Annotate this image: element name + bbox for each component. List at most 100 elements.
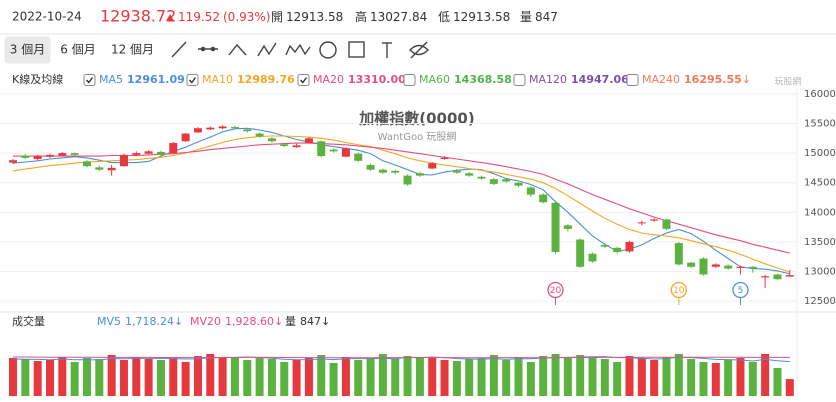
volume-bar (674, 354, 683, 396)
legend-checkbox[interactable] (403, 74, 416, 86)
candle-body (156, 151, 165, 155)
range-label[interactable]: 3 個月 (10, 43, 45, 57)
volume-bar (637, 358, 646, 396)
volume-bar (230, 357, 239, 396)
legend-value: 13310.00 (348, 73, 406, 86)
candle-body (613, 247, 622, 252)
marker (732, 281, 749, 299)
volume-bar (551, 354, 560, 396)
chart-subtitle: WantGoo 玩股網 (378, 130, 457, 143)
range-label[interactable]: 6 個月 (60, 43, 95, 57)
range-button[interactable] (106, 36, 159, 64)
volume-bar (107, 355, 116, 396)
candle-body (748, 266, 757, 269)
legend-value: 14368.58 (454, 73, 512, 86)
candle-body (526, 187, 535, 195)
drawing-tools[interactable] (171, 41, 429, 59)
volume-bar (687, 359, 696, 396)
legend-name: MV20 (190, 315, 221, 328)
volume-bar (600, 359, 609, 396)
volume-bar (650, 360, 659, 396)
volume-bar (563, 358, 572, 396)
legend-name: 量 (285, 315, 296, 328)
volume-bar (699, 362, 708, 396)
candle-body (82, 161, 91, 167)
change: 119.52 (0.93%) (178, 10, 270, 24)
candle-body (181, 133, 190, 142)
stat-label: 開 (271, 10, 283, 24)
legend-checkbox[interactable] (297, 74, 310, 86)
volume-title: 成交量 (12, 314, 45, 328)
candle-body (144, 151, 153, 154)
volume-bar (255, 358, 264, 396)
volume-bar (514, 357, 523, 396)
legend-name: MA10 (202, 73, 233, 86)
volume-bar (341, 357, 350, 396)
candle-body (625, 241, 634, 252)
change-pct: (0.93%) (223, 10, 270, 24)
volume-bar (243, 360, 252, 396)
volume-bar (748, 362, 757, 396)
range-label[interactable]: 12 個月 (111, 43, 154, 57)
legend-checkbox[interactable] (513, 74, 526, 86)
marker (547, 281, 564, 299)
range-button[interactable] (4, 36, 51, 64)
candle-body (551, 202, 560, 252)
candle-body (70, 153, 79, 155)
volume-bar (403, 356, 412, 396)
candle-body (243, 129, 252, 132)
legend-name: MA20 (313, 73, 344, 86)
candle-body (477, 176, 486, 179)
candle-body (711, 264, 720, 267)
volume-bar (588, 357, 597, 396)
candle-body (33, 156, 42, 160)
candle-body (637, 222, 646, 224)
candle-body (193, 128, 202, 133)
volume-bar (33, 361, 42, 396)
range-button[interactable] (54, 36, 102, 64)
volume-bar (156, 360, 165, 396)
change-value: 119.52 (178, 10, 220, 24)
volume-bar (785, 379, 794, 396)
y-tick-label: 14000 (804, 207, 836, 218)
logo: 玩股網 (774, 76, 801, 88)
ma-line (12, 135, 790, 273)
legend-title: K線及均線 (12, 72, 63, 86)
marker-label: 5 (738, 286, 744, 296)
checkmark (299, 77, 308, 84)
checkmark (188, 77, 197, 84)
legend-checkbox[interactable] (83, 74, 96, 86)
legend-value: 14947.06 (571, 73, 629, 86)
legend-name: MA60 (419, 73, 450, 86)
date: 2022-10-24 (12, 10, 82, 24)
legend-checkbox[interactable] (186, 74, 199, 86)
volume-bar (773, 368, 782, 396)
candle-body (736, 266, 745, 268)
y-tick-label: 15500 (804, 119, 836, 130)
legend-value: 847 (300, 315, 321, 328)
candle-body (761, 276, 770, 278)
stat-value: 12913.58 (286, 10, 343, 24)
legend-name: MA120 (529, 73, 567, 86)
candle-body (58, 153, 67, 156)
candle-body (169, 143, 178, 154)
volume-bar (539, 356, 548, 396)
legend-value: 16295.55 (684, 73, 742, 86)
volume-bar (95, 359, 104, 396)
candle-body (95, 167, 104, 170)
volume-bar (662, 357, 671, 396)
price: 12938.72 (100, 7, 176, 26)
candle-body (255, 133, 264, 137)
legend-checkbox[interactable] (626, 74, 639, 86)
volume-bar (378, 354, 387, 396)
candle-body (514, 182, 523, 186)
volume-bar (317, 355, 326, 396)
volume-bar (428, 358, 437, 396)
candle-body (107, 167, 116, 171)
candle-body (304, 138, 313, 144)
candle-body (366, 164, 375, 170)
candle-body (452, 170, 461, 173)
